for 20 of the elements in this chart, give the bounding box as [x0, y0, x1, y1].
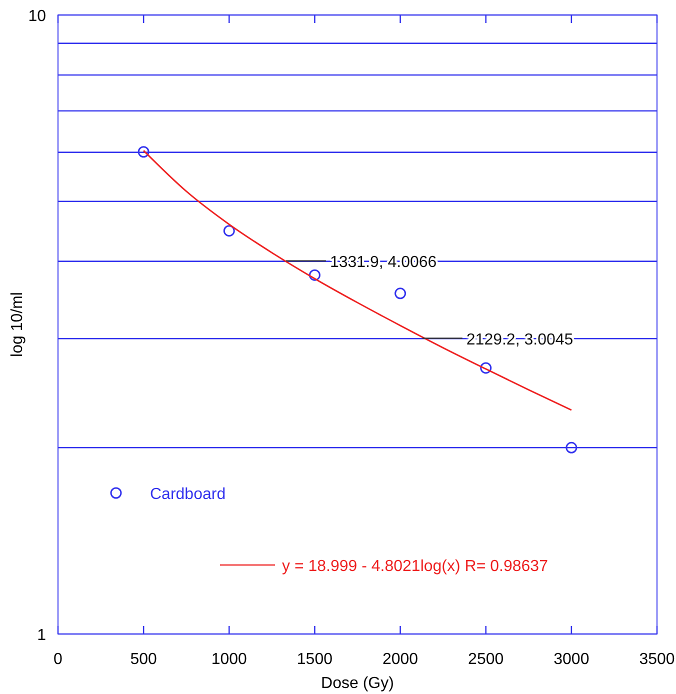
y-tick-label: 10: [28, 8, 46, 25]
x-tick-label: 500: [130, 651, 158, 668]
x-tick-label: 3000: [554, 651, 590, 668]
y-axis-title: log 10/ml: [9, 292, 26, 357]
point: [480, 362, 492, 374]
x-tick-label: 1000: [211, 651, 248, 668]
x-tick-label: 1500: [296, 651, 333, 668]
x-axis-title: Dose (Gy): [321, 675, 394, 692]
point: [138, 146, 150, 158]
point: [394, 288, 406, 300]
x-tick-label: 0: [54, 651, 63, 668]
x-tick-label: 3500: [639, 651, 675, 668]
point: [566, 442, 578, 454]
point: [223, 225, 235, 237]
point: [308, 269, 320, 281]
x-tick-label: 2500: [468, 651, 504, 668]
legend-label: y = 18.999 - 4.8021log(x) R= 0.98637: [282, 558, 548, 575]
y-tick-label: 1: [37, 627, 46, 644]
legend-label: Cardboard: [150, 486, 226, 503]
x-tick-label: 2000: [382, 651, 418, 668]
